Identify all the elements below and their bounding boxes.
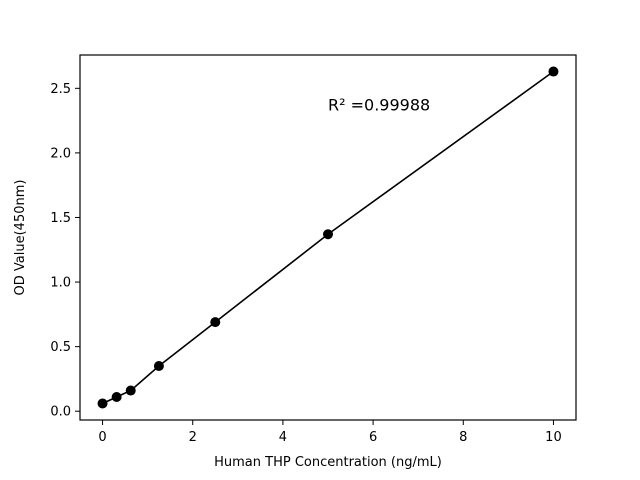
y-tick-label: 2.5 [50, 82, 71, 97]
x-axis-label: Human THP Concentration (ng/mL) [214, 455, 442, 470]
data-point [153, 361, 164, 372]
x-tick-label: 6 [369, 430, 377, 445]
x-tick-label: 2 [189, 430, 197, 445]
data-point [210, 317, 221, 328]
data-point [111, 392, 122, 403]
data-point [548, 66, 559, 77]
y-tick-label: 0.5 [50, 340, 71, 355]
r-squared-annotation: R² =0.99988 [328, 95, 430, 114]
y-tick-label: 1.5 [50, 211, 71, 226]
x-tick-label: 4 [279, 430, 287, 445]
data-point [323, 229, 333, 240]
data-point [97, 398, 108, 409]
y-tick-label: 2.0 [50, 146, 71, 161]
data-point [125, 385, 136, 396]
y-axis-label: OD Value(450nm) [13, 180, 28, 296]
x-tick-label: 10 [545, 430, 562, 445]
y-tick-label: 0.0 [50, 405, 71, 420]
x-tick-label: 0 [98, 430, 106, 445]
x-tick-label: 8 [459, 430, 467, 445]
y-tick-label: 1.0 [50, 276, 71, 291]
axes-box [79, 54, 577, 421]
